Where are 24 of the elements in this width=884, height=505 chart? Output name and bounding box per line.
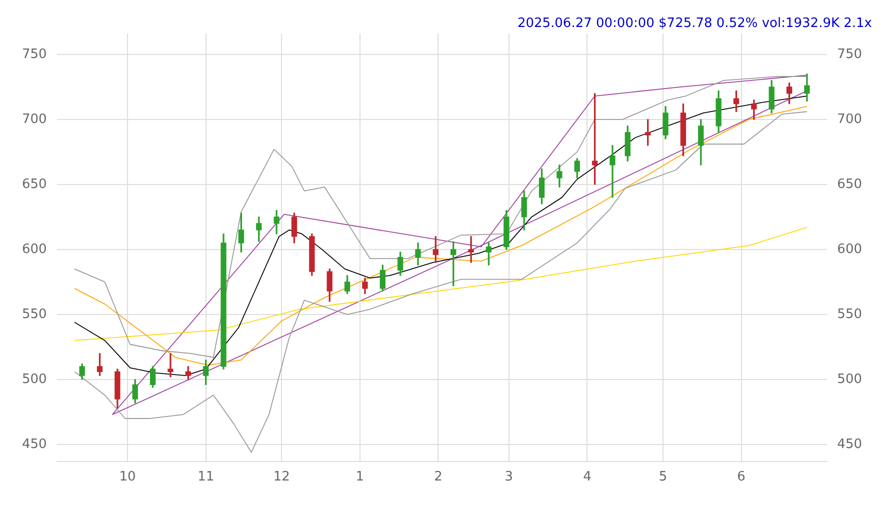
y-tick-label: 650 — [22, 176, 47, 192]
y-tick-label: 500 — [22, 372, 47, 387]
y-tick-label: 450 — [22, 436, 47, 452]
x-tick-label: 12 — [273, 470, 290, 485]
y2-tick-label: 600 — [837, 242, 862, 257]
x-tick-label: 3 — [504, 470, 514, 485]
y2-tick-label: 500 — [837, 372, 862, 387]
y2-tick-label: 650 — [837, 176, 862, 192]
y2-tick-label: 750 — [837, 46, 862, 62]
x-tick-label: 10 — [119, 470, 136, 485]
x-tick-label: 5 — [658, 470, 668, 485]
y-tick-label: 600 — [22, 242, 47, 257]
chart-title: 2025.06.27 00:00:00 $725.78 0.52% vol:1932.9K 2.1x — [517, 16, 872, 32]
x-tick-label: 1 — [356, 470, 364, 485]
x-tick-label: 6 — [737, 470, 746, 485]
x-tick-label: 11 — [198, 470, 214, 485]
y2-tick-label: 700 — [837, 112, 862, 127]
y-tick-label: 750 — [22, 46, 47, 62]
y2-tick-label: 450 — [837, 436, 862, 452]
y-tick-label: 550 — [22, 306, 47, 322]
x-tick-label: 2 — [434, 470, 442, 485]
y2-tick-label: 550 — [837, 306, 862, 322]
y-tick-label: 700 — [22, 112, 47, 127]
x-tick-label: 4 — [583, 470, 592, 485]
